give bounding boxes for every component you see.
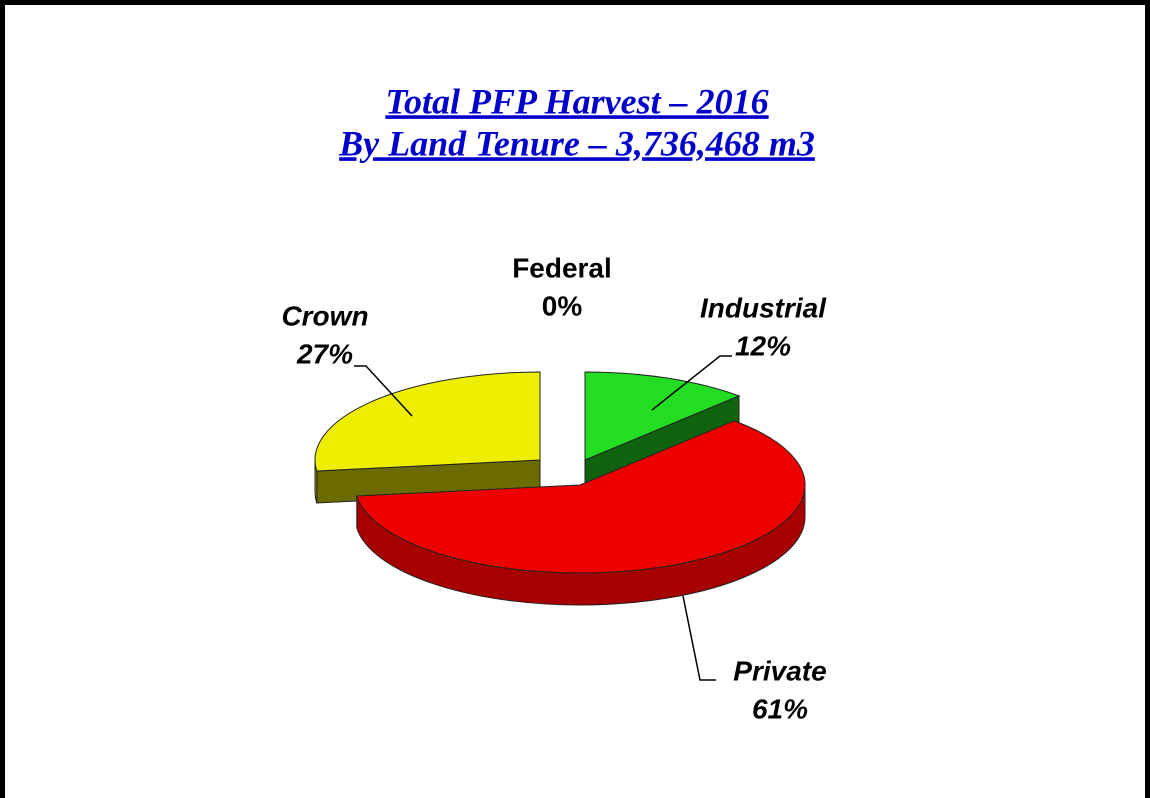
value-label: 61% <box>752 693 808 724</box>
slice <box>356 420 806 574</box>
value-label: 12% <box>735 330 791 361</box>
category-label: Private <box>733 655 826 686</box>
leader-line <box>651 355 732 411</box>
chart-title: Total PFP Harvest – 2016 <box>385 81 768 121</box>
category-label: Industrial <box>700 292 827 323</box>
category-label: Crown <box>281 300 368 331</box>
leader-line <box>354 365 413 417</box>
value-label: 0% <box>542 290 583 321</box>
category-label: Federal <box>512 252 612 283</box>
chart-subtitle: By Land Tenure – 3,736,468 m3 <box>338 123 815 163</box>
value-label: 27% <box>296 338 353 369</box>
slice <box>584 371 741 461</box>
leader-line <box>682 595 716 681</box>
slice <box>314 371 541 472</box>
